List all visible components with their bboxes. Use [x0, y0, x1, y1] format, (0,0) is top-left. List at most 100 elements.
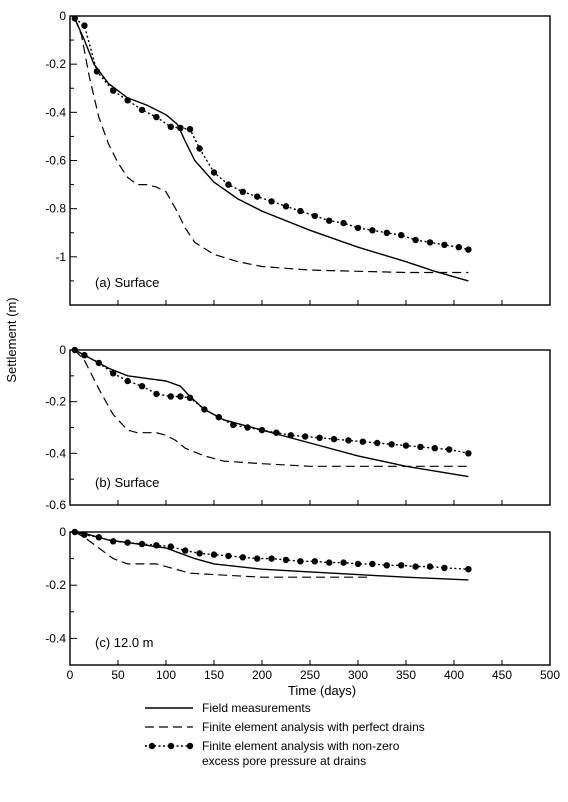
data-point — [186, 126, 194, 133]
data-point — [186, 394, 194, 401]
data-point — [398, 562, 405, 569]
x-tick-label: 0 — [67, 668, 74, 682]
y-tick-label: -0.6 — [45, 498, 66, 512]
data-point — [95, 534, 103, 541]
series-line-field — [74, 349, 469, 478]
panel-2: 0 -0.2 -0.4 (c) 12.0 m — [45, 525, 551, 666]
data-point — [225, 181, 232, 188]
data-point — [210, 551, 218, 558]
data-point — [124, 539, 131, 546]
data-point — [297, 558, 304, 565]
data-point — [153, 390, 160, 398]
data-point — [153, 542, 160, 549]
panel-1: 0 -0.2 -0.4 -0.6 (b) Surface — [45, 343, 551, 512]
x-tick-label: 250 — [300, 668, 320, 682]
data-point — [254, 555, 261, 562]
legend-label: excess pore pressure at drains — [202, 754, 366, 768]
y-axis-title: Settlement (m) — [4, 297, 19, 382]
data-point — [167, 393, 174, 400]
data-point — [340, 219, 347, 227]
legend-marker — [186, 742, 194, 750]
x-tick-label: 100 — [156, 668, 176, 682]
x-tick-label: 450 — [492, 668, 512, 682]
y-tick-label: -0.2 — [45, 578, 66, 592]
data-point — [412, 563, 419, 570]
data-point — [110, 370, 117, 377]
data-point — [359, 438, 366, 445]
data-point — [465, 450, 472, 457]
data-point — [201, 406, 208, 413]
data-point — [138, 106, 146, 114]
data-point — [426, 563, 434, 570]
data-point — [455, 244, 462, 251]
data-point — [167, 543, 174, 550]
data-point — [354, 560, 362, 568]
data-point — [311, 212, 318, 220]
y-tick-label: 0 — [59, 9, 66, 23]
x-tick-label: 400 — [444, 668, 464, 682]
data-point — [441, 241, 448, 248]
data-point — [81, 352, 88, 359]
data-point — [287, 432, 294, 439]
data-point — [273, 429, 280, 436]
data-point — [326, 559, 333, 566]
data-point — [268, 555, 275, 562]
data-point — [268, 198, 275, 205]
y-tick-label: -0.8 — [45, 202, 66, 216]
legend-marker — [167, 742, 175, 750]
data-point — [417, 443, 424, 451]
data-point — [138, 383, 146, 390]
panel-frame — [69, 15, 551, 306]
data-point — [402, 442, 410, 449]
data-point — [302, 433, 309, 440]
data-point — [345, 437, 352, 444]
data-point — [426, 239, 434, 246]
data-point — [196, 145, 203, 152]
data-point — [383, 229, 390, 236]
data-point — [182, 547, 189, 554]
data-point — [138, 540, 146, 548]
chart-panels: 0 -0.2 -0.4 -0.6 -0.8 -1 (a) Surface 0 -0.2 -0.4 -… — [45, 9, 551, 666]
series-line-perfect — [74, 18, 469, 274]
y-tick-label: -0.4 — [45, 446, 66, 460]
data-point — [369, 560, 376, 568]
data-point — [95, 359, 103, 367]
data-point — [71, 346, 79, 354]
panel-0: 0 -0.2 -0.4 -0.6 -0.8 -1 (a) Surface — [45, 9, 551, 306]
data-point — [167, 123, 174, 130]
x-tick-label: 50 — [111, 668, 125, 682]
data-point — [258, 426, 266, 434]
panel-label: (b) Surface — [95, 475, 159, 490]
series-line-nonzero — [74, 531, 469, 570]
data-point — [81, 531, 88, 538]
y-tick-label: -0.2 — [45, 57, 66, 71]
data-point — [311, 558, 318, 565]
data-point — [465, 566, 472, 573]
data-point — [388, 441, 395, 448]
data-point — [177, 393, 184, 400]
x-tick-label: 300 — [348, 668, 368, 682]
data-point — [81, 22, 88, 29]
panel-label: (c) 12.0 m — [95, 635, 154, 650]
data-point — [225, 552, 232, 560]
y-tick-label: -0.4 — [45, 105, 66, 119]
y-tick-label: 0 — [59, 343, 66, 357]
x-tick-label: 150 — [204, 668, 224, 682]
y-tick-label: 0 — [59, 525, 66, 539]
data-point — [369, 227, 376, 234]
data-point — [297, 207, 304, 215]
data-point — [177, 124, 184, 132]
data-point — [326, 217, 333, 224]
data-point — [282, 203, 290, 210]
y-tick-label: -0.2 — [45, 395, 66, 409]
y-tick-label: -0.4 — [45, 631, 66, 645]
data-point — [374, 439, 381, 447]
data-point — [244, 424, 251, 431]
x-tick-label: 200 — [252, 668, 272, 682]
data-point — [210, 169, 218, 176]
y-tick-label: -0.6 — [45, 154, 66, 168]
data-point — [383, 562, 390, 569]
series-line-field — [74, 18, 469, 282]
panel-label: (a) Surface — [95, 275, 159, 290]
